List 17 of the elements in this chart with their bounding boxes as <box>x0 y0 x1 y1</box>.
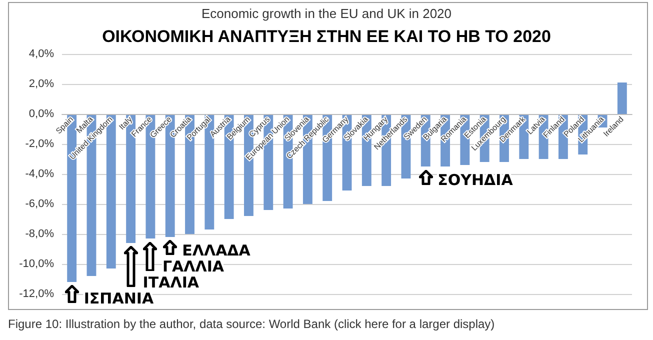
annotation: ΙΣΠΑΝΙΑ <box>84 290 154 308</box>
annotation: ΓΑΛΛΙΑ <box>162 258 224 276</box>
chart-subtitle: ΟΙΚΟΝΟΜΙΚΗ ΑΝΑΠΤΥΞΗ ΣΤΗΝ ΕΕ ΚΑΙ ΤΟ ΗΒ ΤΟ 2020 <box>102 27 551 46</box>
caption: Figure 10: Illustration by the author, data source: World Bank (click here for a larger display) <box>8 317 495 331</box>
y-tick-label: -2,0% <box>25 138 54 150</box>
y-tick-label: -8,0% <box>25 228 54 240</box>
y-tick-label: 2,0% <box>28 78 54 90</box>
y-tick-label: 0,0% <box>28 108 54 120</box>
y-tick-label: 4,0% <box>28 48 54 60</box>
y-tick-label: -4,0% <box>25 168 54 180</box>
chart-title: Economic growth in the EU and UK in 2020 <box>201 6 452 21</box>
annotation: ΙΤΑΛΙΑ <box>142 274 200 292</box>
y-tick-label: -6,0% <box>25 198 54 210</box>
y-tick-label: -10,0% <box>19 258 54 270</box>
y-tick-label: -12,0% <box>19 288 54 300</box>
annotation: ΣΟΥΗΔΙΑ <box>438 171 514 189</box>
annotation: ΕΛΛΑΔΑ <box>182 242 251 260</box>
